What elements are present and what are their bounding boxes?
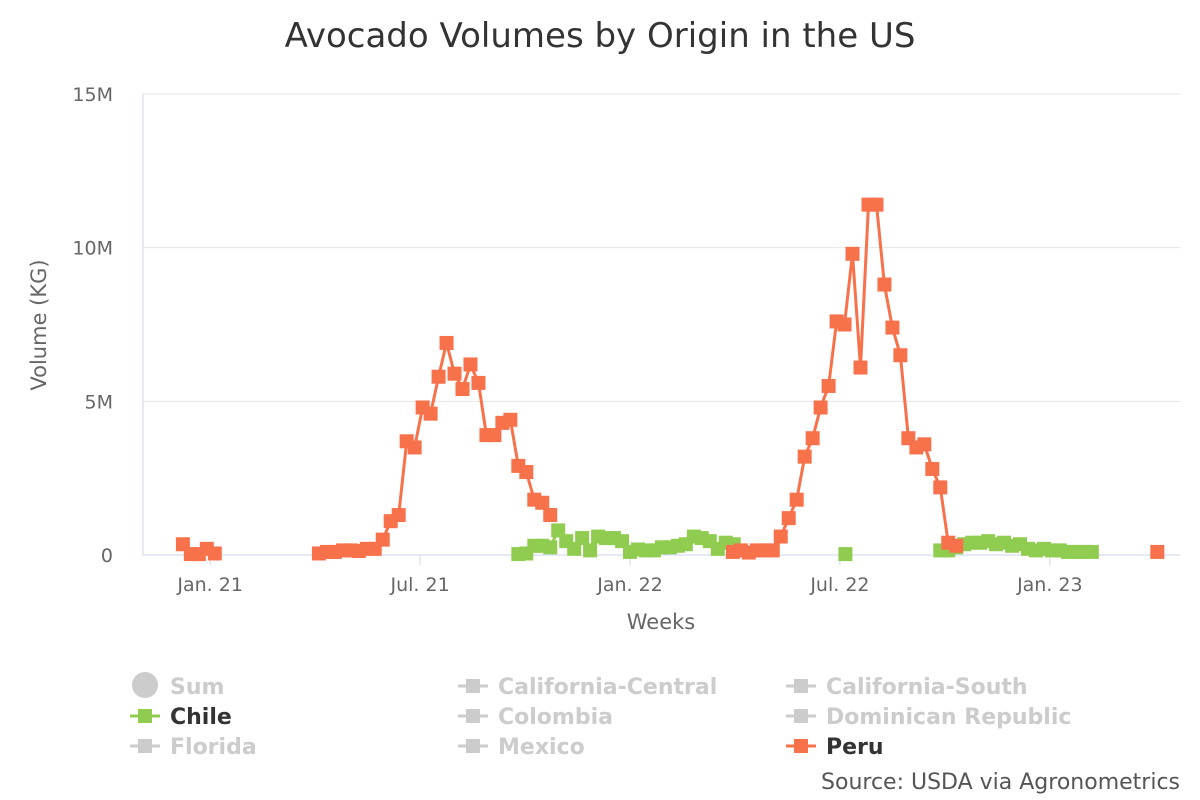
peru-point[interactable] (853, 360, 868, 375)
series-peru (175, 197, 1165, 562)
legend-label: Colombia (498, 705, 613, 730)
y-axis-ticks: 0 5M 10M 15M (72, 84, 113, 567)
legend-item-mexico[interactable]: Mexico (458, 735, 585, 760)
chile-point[interactable] (615, 534, 630, 549)
source-credit: Source: USDA via Agronometrics (821, 770, 1180, 795)
legend-label: Florida (170, 735, 257, 760)
legend-item-california-central[interactable]: California-Central (458, 675, 717, 700)
legend-item-dominican-republic[interactable]: Dominican Republic (786, 705, 1071, 730)
legend-label: Chile (170, 705, 232, 730)
peru-point[interactable] (933, 480, 948, 495)
peru-point[interactable] (789, 492, 804, 507)
legend-symbol (138, 709, 152, 723)
legend-label: Mexico (498, 735, 585, 760)
legend: Sum California-Central California-South Chi… (130, 672, 1071, 760)
peru-point[interactable] (439, 335, 454, 350)
legend-label: California-South (826, 675, 1028, 700)
y-tick-label: 15M (72, 84, 113, 106)
peru-point[interactable] (917, 437, 932, 452)
peru-point[interactable] (869, 197, 884, 212)
peru-point[interactable] (471, 375, 486, 390)
legend-label: California-Central (498, 675, 717, 700)
legend-symbol (132, 672, 158, 698)
peru-point[interactable] (813, 400, 828, 415)
legend-item-sum[interactable]: Sum (132, 672, 224, 700)
legend-item-florida[interactable]: Florida (130, 735, 257, 760)
series-layer (175, 197, 1165, 562)
peru-point[interactable] (423, 406, 438, 421)
legend-item-colombia[interactable]: Colombia (458, 705, 613, 730)
peru-point[interactable] (893, 348, 908, 363)
y-tick-label: 10M (72, 238, 113, 260)
chart-title: Avocado Volumes by Origin in the US (285, 16, 916, 56)
x-tick-label: Jul. 21 (389, 574, 449, 596)
legend-symbol (794, 739, 808, 753)
peru-point[interactable] (447, 366, 462, 381)
peru-point[interactable] (949, 538, 964, 553)
legend-label: Dominican Republic (826, 705, 1071, 730)
peru-point[interactable] (487, 428, 502, 443)
peru-point[interactable] (805, 431, 820, 446)
gridlines (143, 93, 1180, 402)
legend-item-california-south[interactable]: California-South (786, 675, 1028, 700)
peru-point[interactable] (407, 440, 422, 455)
peru-point[interactable] (543, 508, 558, 523)
chile-point[interactable] (551, 523, 566, 538)
legend-symbol (138, 739, 152, 753)
peru-point[interactable] (519, 465, 534, 480)
y-tick-label: 5M (85, 391, 113, 413)
peru-point[interactable] (455, 382, 470, 397)
chile-point[interactable] (1084, 544, 1099, 559)
peru-point[interactable] (885, 320, 900, 335)
peru-point[interactable] (781, 511, 796, 526)
peru-point[interactable] (845, 246, 860, 261)
x-tick-label: Jul. 22 (809, 574, 869, 596)
peru-point[interactable] (837, 317, 852, 332)
peru-point[interactable] (375, 532, 390, 547)
peru-point[interactable] (535, 495, 550, 510)
legend-label: Sum (170, 675, 224, 700)
y-tick-label: 0 (101, 545, 113, 567)
peru-point[interactable] (877, 277, 892, 292)
legend-symbol (794, 709, 808, 723)
legend-symbol (466, 739, 480, 753)
x-tick-label: Jan. 22 (596, 574, 663, 596)
x-tick-label: Jan. 23 (1016, 574, 1083, 596)
peru-point[interactable] (431, 369, 446, 384)
peru-point[interactable] (207, 546, 222, 561)
y-axis-title: Volume (KG) (27, 259, 51, 390)
peru-point[interactable] (1150, 544, 1165, 559)
series-chile (511, 523, 1099, 562)
chile-point[interactable] (543, 540, 558, 555)
chile-point[interactable] (838, 547, 853, 562)
peru-point[interactable] (765, 543, 780, 558)
peru-point[interactable] (503, 412, 518, 427)
legend-label: Peru (826, 735, 884, 760)
peru-point[interactable] (797, 449, 812, 464)
peru-point[interactable] (821, 378, 836, 393)
peru-point[interactable] (925, 461, 940, 476)
x-axis-ticks: Jan. 21 Jul. 21 Jan. 22 Jul. 22 Jan. 23 (176, 555, 1083, 596)
peru-point[interactable] (391, 508, 406, 523)
legend-item-chile[interactable]: Chile (130, 705, 232, 730)
chile-point[interactable] (583, 543, 598, 558)
legend-item-peru[interactable]: Peru (786, 735, 884, 760)
peru-line (732, 203, 957, 554)
x-axis-title: Weeks (627, 610, 695, 634)
peru-point[interactable] (773, 529, 788, 544)
legend-symbol (466, 679, 480, 693)
x-tick-label: Jan. 21 (176, 574, 243, 596)
chile-point[interactable] (575, 531, 590, 546)
legend-symbol (794, 679, 808, 693)
peru-point[interactable] (463, 357, 478, 372)
legend-symbol (466, 709, 480, 723)
chile-point[interactable] (567, 541, 582, 556)
